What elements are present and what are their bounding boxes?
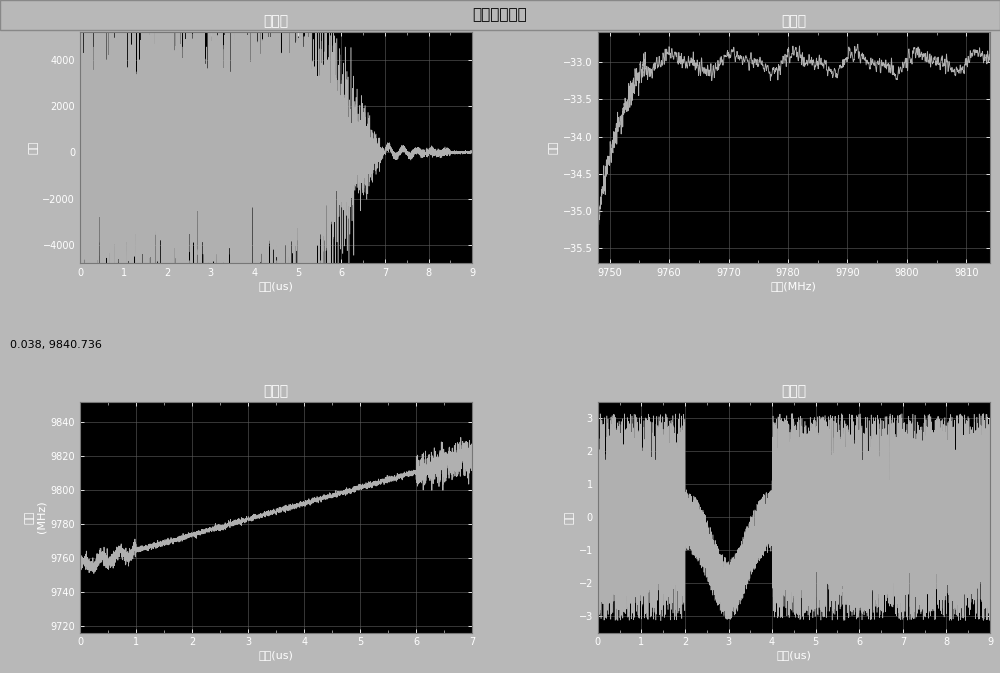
- Y-axis label: 幅度: 幅度: [28, 141, 38, 154]
- Title: 相位图: 相位图: [781, 384, 806, 398]
- Title: 幅度图: 幅度图: [264, 14, 289, 28]
- Text: 0.038, 9840.736: 0.038, 9840.736: [10, 340, 102, 350]
- Text: 脉内特征信息: 脉内特征信息: [473, 7, 527, 23]
- Title: 时频图: 时频图: [264, 384, 289, 398]
- X-axis label: 时间(us): 时间(us): [776, 650, 811, 660]
- X-axis label: 时间(us): 时间(us): [259, 281, 294, 291]
- Y-axis label: 幅度: 幅度: [549, 141, 559, 154]
- X-axis label: 时间(us): 时间(us): [259, 650, 294, 660]
- Y-axis label: 频率
(MHz): 频率 (MHz): [25, 501, 46, 534]
- Title: 频谱图: 频谱图: [781, 14, 806, 28]
- X-axis label: 频率(MHz): 频率(MHz): [771, 281, 817, 291]
- Y-axis label: 相位: 相位: [564, 511, 574, 524]
